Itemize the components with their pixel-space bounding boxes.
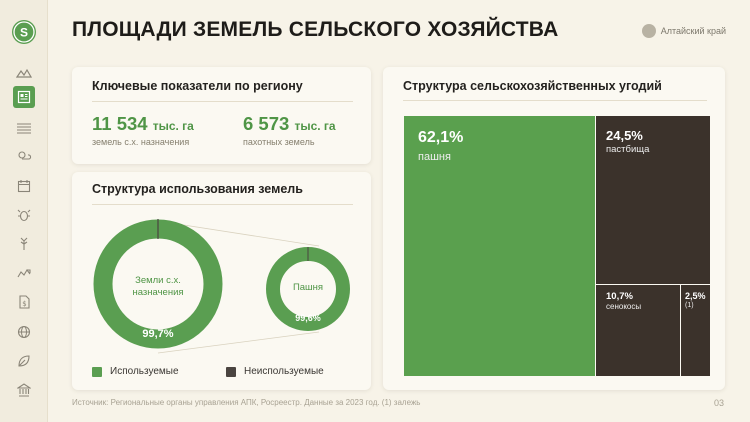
kpi-number: 11 534 (92, 113, 148, 134)
treemap-value: 62,1% (418, 129, 464, 146)
treemap-cell-hayfield[interactable]: 10,7% сенокосы (596, 285, 680, 376)
pest-icon[interactable] (14, 205, 34, 225)
legend-swatch (226, 366, 236, 377)
map-icon[interactable] (14, 64, 34, 84)
treemap-label: пастбища (606, 144, 650, 155)
sidebar: S $ (0, 0, 48, 422)
legend-label: Используемые (110, 366, 179, 377)
legend-label: Неиспользуемые (244, 366, 324, 377)
treemap-cell-pasture[interactable]: 24,5% пастбища (596, 116, 710, 284)
donut-center-label: Земли с.х. (135, 275, 181, 286)
treemap-label: сенокосы (606, 302, 642, 311)
kpi-value: 11 534 тыс. га (92, 113, 194, 135)
donut-percent-label: 99,7% (142, 328, 173, 340)
legend-item-unused: Неиспользуемые (226, 366, 324, 377)
region-selector[interactable]: Алтайский край (641, 24, 726, 38)
treemap-cell-arable[interactable]: 62,1% пашня (404, 116, 595, 376)
kpi-caption: земель с.х. назначения (92, 137, 190, 147)
treemap-card-title: Структура сельскохозяйственных угодий (403, 79, 662, 93)
donut-percent-label: 99,6% (295, 313, 321, 323)
donut-center-label: Пашня (293, 282, 323, 293)
donut-center-label: назначения (132, 287, 183, 298)
usage-card-title: Структура использования земель (92, 182, 303, 196)
connector-line (157, 220, 320, 247)
fields-icon[interactable] (14, 118, 34, 138)
treemap-label: пашня (418, 151, 451, 163)
leaf-icon[interactable] (14, 351, 34, 371)
dashboard-icon[interactable] (13, 86, 35, 108)
institution-icon[interactable] (14, 380, 34, 400)
harvest-icon[interactable] (14, 234, 34, 254)
svg-text:$: $ (22, 300, 26, 308)
treemap-value: 24,5% (606, 128, 643, 143)
livestock-icon[interactable] (14, 263, 34, 283)
kpi-number: 6 573 (243, 113, 290, 134)
kpi-caption: пахотных земель (243, 137, 315, 147)
treemap-label: (1) (685, 302, 694, 309)
calendar-icon[interactable] (14, 176, 34, 196)
logo-letter: S (20, 26, 28, 40)
kpi-value: 6 573 тыс. га (243, 113, 336, 135)
kpi-card: Ключевые показатели по региону 11 534 ты… (72, 67, 371, 164)
card-divider (92, 204, 353, 205)
donut-chart-area: Земли с.х. назначения 99,7% Пашня 99,6% (93, 219, 350, 354)
legend-swatch (92, 366, 102, 377)
usage-card: Структура использования земель Земли с.х… (72, 172, 371, 390)
treemap-value: 2,5% (685, 291, 706, 301)
footer-source: Источник: Региональные органы управления… (72, 398, 421, 407)
globe-icon[interactable] (14, 322, 34, 342)
kpi-unit: тыс. га (152, 119, 194, 133)
logo-icon[interactable]: S (12, 20, 36, 44)
page-title: ПЛОЩАДИ ЗЕМЕЛЬ СЕЛЬСКОГО ХОЗЯЙСТВА (72, 18, 559, 41)
connector-line (157, 331, 320, 354)
card-divider (403, 100, 707, 101)
treemap-cell-fallow[interactable]: 2,5% (1) (681, 285, 710, 376)
finance-icon[interactable]: $ (14, 292, 34, 312)
weather-icon[interactable] (14, 146, 34, 166)
region-label: Алтайский край (660, 26, 726, 36)
treemap-card: Структура сельскохозяйственных угодий 62… (383, 67, 725, 390)
page-number: 03 (713, 398, 724, 408)
treemap-value: 10,7% (606, 291, 633, 302)
legend-item-used: Используемые (92, 366, 179, 377)
card-divider (92, 101, 353, 102)
kpi-unit: тыс. га (294, 119, 336, 133)
kpi-card-title: Ключевые показатели по региону (92, 79, 303, 93)
region-emblem-icon (641, 24, 656, 38)
